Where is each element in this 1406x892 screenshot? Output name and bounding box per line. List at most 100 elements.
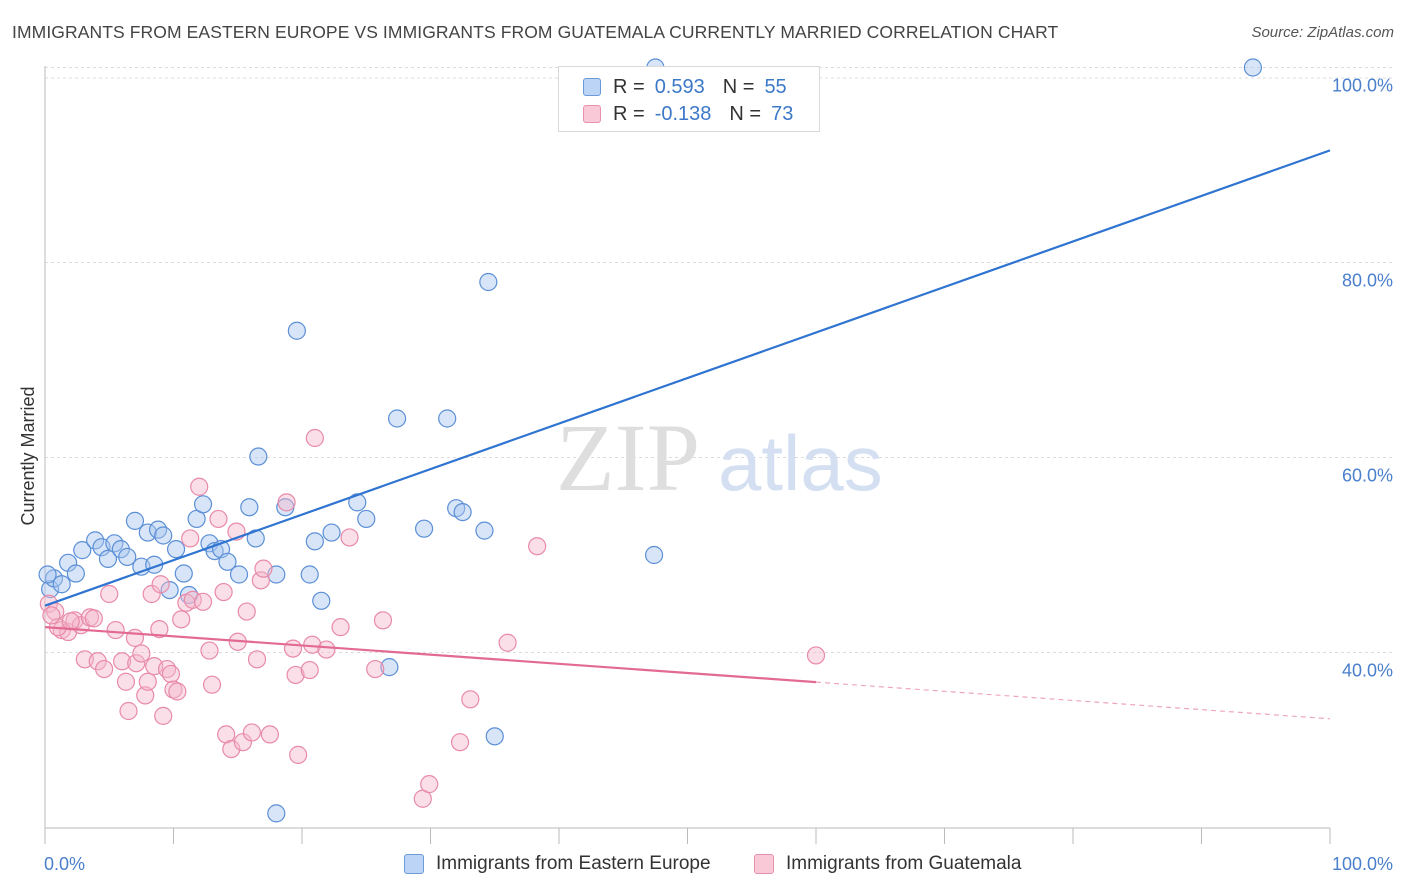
y-tick-label: 40.0%	[1342, 661, 1393, 681]
point-eastern-europe	[348, 493, 367, 512]
r-label: R =	[613, 102, 645, 125]
point-eastern-europe	[240, 498, 259, 517]
point-eastern-europe	[414, 519, 434, 538]
point-guatemala	[84, 609, 103, 628]
point-guatemala	[106, 620, 125, 640]
point-guatemala	[283, 639, 303, 658]
x-tick-label-max: 100.0%	[1332, 854, 1393, 874]
point-guatemala	[202, 675, 222, 694]
point-eastern-europe	[138, 523, 157, 542]
point-eastern-europe	[312, 591, 331, 610]
point-guatemala	[154, 706, 173, 725]
point-guatemala	[289, 745, 308, 764]
point-eastern-europe	[485, 727, 504, 746]
point-guatemala	[528, 537, 547, 556]
point-guatemala	[317, 640, 336, 659]
point-eastern-europe	[38, 565, 57, 584]
legend-row-guatemala: R = -0.138 N = 73	[583, 102, 793, 126]
point-guatemala	[181, 529, 200, 548]
bottom-legend-label-blue: Immigrants from Eastern Europe	[436, 853, 711, 874]
chart-title: IMMIGRANTS FROM EASTERN EUROPE VS IMMIGR…	[12, 22, 1059, 42]
point-eastern-europe	[166, 540, 186, 559]
y-tick-label: 80.0%	[1342, 271, 1393, 291]
point-guatemala	[138, 672, 157, 691]
point-eastern-europe	[479, 272, 498, 292]
point-guatemala	[116, 672, 136, 691]
trend-line-eastern-europe	[44, 149, 1331, 607]
n-label: N =	[722, 75, 755, 98]
n-value: 73	[771, 102, 794, 125]
point-eastern-europe	[148, 520, 168, 539]
point-eastern-europe	[52, 575, 71, 594]
trend-layer	[44, 149, 1331, 720]
grid-layer	[45, 67, 1392, 653]
point-guatemala	[305, 428, 324, 448]
bottom-legend-guatemala: Immigrants from Guatemala	[754, 851, 1021, 877]
source-label: Source: ZipAtlas.com	[1251, 24, 1394, 41]
n-value: 55	[764, 75, 787, 98]
point-eastern-europe	[118, 547, 137, 567]
point-eastern-europe	[438, 409, 457, 428]
r-value: -0.138	[654, 102, 712, 125]
point-guatemala	[209, 509, 228, 529]
point-guatemala	[300, 660, 319, 680]
point-eastern-europe	[73, 541, 92, 560]
point-guatemala	[277, 493, 296, 512]
point-guatemala	[151, 575, 170, 594]
point-eastern-europe	[249, 447, 268, 466]
point-guatemala	[366, 659, 385, 679]
point-eastern-europe	[453, 502, 472, 522]
point-eastern-europe	[41, 580, 60, 599]
bottom-legend-swatch-pink	[754, 854, 774, 874]
point-guatemala	[214, 582, 233, 602]
point-guatemala	[119, 701, 138, 721]
point-eastern-europe	[218, 552, 237, 571]
point-eastern-europe	[300, 565, 319, 584]
point-guatemala	[450, 733, 470, 752]
point-guatemala	[242, 723, 261, 742]
point-guatemala	[161, 664, 181, 684]
point-eastern-europe	[98, 549, 118, 569]
point-eastern-europe	[380, 658, 399, 677]
point-eastern-europe	[267, 804, 286, 823]
point-guatemala	[254, 559, 273, 578]
point-guatemala	[237, 602, 256, 621]
point-eastern-europe	[160, 580, 179, 600]
point-guatemala	[420, 775, 439, 794]
point-eastern-europe	[154, 526, 173, 545]
point-guatemala	[260, 725, 279, 744]
point-guatemala	[222, 739, 241, 759]
point-guatemala	[286, 665, 305, 685]
point-guatemala	[150, 619, 169, 639]
point-eastern-europe	[229, 565, 249, 584]
point-guatemala	[200, 641, 219, 660]
watermark-zip: ZIP	[556, 404, 700, 511]
watermark: ZIP atlas	[556, 404, 883, 511]
point-guatemala	[112, 652, 132, 671]
point-guatemala	[172, 610, 191, 629]
point-guatemala	[42, 606, 61, 625]
r-label: R =	[613, 75, 645, 98]
point-guatemala	[373, 611, 393, 630]
point-guatemala	[331, 618, 350, 637]
point-eastern-europe	[125, 511, 145, 530]
n-label: N =	[729, 102, 762, 125]
r-value: 0.593	[654, 75, 705, 98]
bottom-legend-label-pink: Immigrants from Guatemala	[786, 853, 1022, 874]
point-guatemala	[190, 477, 209, 496]
point-guatemala	[498, 633, 517, 652]
point-eastern-europe	[66, 564, 85, 583]
legend-swatch-pink	[583, 105, 601, 123]
point-guatemala	[251, 571, 270, 590]
point-guatemala	[100, 584, 119, 604]
point-guatemala	[168, 682, 187, 701]
point-eastern-europe	[1243, 58, 1263, 77]
point-eastern-europe	[287, 321, 306, 340]
point-guatemala	[806, 646, 826, 665]
watermark-atlas: atlas	[718, 419, 883, 507]
axis-layer: 40.0% 60.0% 80.0% 100.0% 0.0% 100.0%	[44, 66, 1393, 874]
point-eastern-europe	[387, 409, 407, 428]
legend-swatch-blue	[583, 78, 601, 96]
point-eastern-europe	[305, 532, 324, 551]
